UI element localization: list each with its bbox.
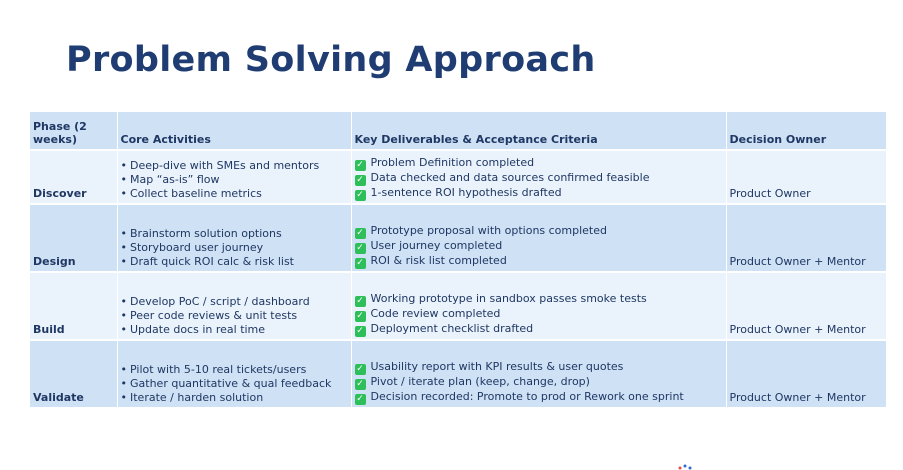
- activities-cell: • Deep-dive with SMEs and mentors • Map “a…: [117, 150, 352, 205]
- page-title: Problem Solving Approach: [66, 40, 596, 80]
- deliverables-cell: ✓ Working prototype in sandbox passes smo…: [351, 272, 727, 341]
- deliverable-item: ✓ Usability report with KPI results & use…: [354, 360, 624, 375]
- table-header-row: Phase (2 weeks) Core Activities Key Deli…: [30, 112, 887, 151]
- activity-item: • Pilot with 5-10 real tickets/users: [120, 363, 307, 376]
- deliverable-item: ✓ Working prototype in sandbox passes smo…: [354, 292, 647, 307]
- bullet-icon: •: [120, 227, 128, 240]
- activity-item: • Storyboard user journey: [120, 241, 264, 254]
- check-icon: ✓: [354, 326, 366, 337]
- check-icon: ✓: [354, 379, 366, 390]
- bullet-icon: •: [120, 377, 128, 390]
- header-key-deliverables: Key Deliverables & Acceptance Criteria: [351, 112, 727, 151]
- deliverables-cell: ✓ Usability report with KPI results & use…: [351, 340, 727, 409]
- deliverables-cell: ✓ Prototype proposal with options complet…: [351, 204, 727, 273]
- check-icon: ✓: [354, 175, 366, 186]
- deliverable-item: ✓ ROI & risk list completed: [354, 254, 507, 269]
- phase-cell: Validate: [30, 340, 118, 409]
- activity-item: • Gather quantitative & qual feedback: [120, 377, 332, 390]
- check-icon: ✓: [354, 364, 366, 375]
- check-icon: ✓: [354, 160, 366, 171]
- check-icon: ✓: [354, 394, 366, 405]
- bullet-icon: •: [120, 363, 128, 376]
- phase-cell: Discover: [30, 150, 118, 205]
- owner-cell: Product Owner + Mentor: [726, 340, 887, 409]
- owner-cell: Product Owner + Mentor: [726, 272, 887, 341]
- bullet-icon: •: [120, 309, 128, 322]
- deliverable-item: ✓ Code review completed: [354, 307, 501, 322]
- activity-item: • Develop PoC / script / dashboard: [120, 295, 310, 308]
- bullet-icon: •: [120, 241, 128, 254]
- bullet-icon: •: [120, 173, 128, 186]
- bullet-icon: •: [120, 255, 128, 268]
- phase-cell: Build: [30, 272, 118, 341]
- deliverable-item: ✓ Decision recorded: Promote to prod or R…: [354, 390, 684, 405]
- activities-cell: • Pilot with 5-10 real tickets/users • Gat…: [117, 340, 352, 409]
- deliverable-item: ✓ Pivot / iterate plan (keep, change, dro…: [354, 375, 590, 390]
- activity-item: • Brainstorm solution options: [120, 227, 282, 240]
- check-icon: ✓: [354, 311, 366, 322]
- logo-icon: [678, 464, 692, 470]
- deliverable-item: ✓ Deployment checklist drafted: [354, 322, 534, 337]
- bullet-icon: •: [120, 187, 128, 200]
- check-icon: ✓: [354, 258, 366, 269]
- deliverable-item: ✓ Data checked and data sources confirmed…: [354, 171, 650, 186]
- deliverable-item: ✓ Prototype proposal with options complet…: [354, 224, 607, 239]
- owner-cell: Product Owner: [726, 150, 887, 205]
- bullet-icon: •: [120, 295, 128, 308]
- header-decision-owner: Decision Owner: [726, 112, 887, 151]
- activity-item: • Deep-dive with SMEs and mentors: [120, 159, 320, 172]
- table-row-validate: Validate • Pilot with 5-10 real tickets/u…: [30, 340, 887, 409]
- check-icon: ✓: [354, 228, 366, 239]
- check-icon: ✓: [354, 190, 366, 201]
- table-row-build: Build • Develop PoC / script / dashboard …: [30, 272, 887, 341]
- bullet-icon: •: [120, 323, 128, 336]
- deliverable-item: ✓ 1-sentence ROI hypothesis drafted: [354, 186, 562, 201]
- activity-item: • Update docs in real time: [120, 323, 266, 336]
- bullet-icon: •: [120, 159, 128, 172]
- check-icon: ✓: [354, 243, 366, 254]
- activity-item: • Map “as-is” flow: [120, 173, 220, 186]
- table-row-design: Design • Brainstorm solution options • Sto…: [30, 204, 887, 273]
- activity-item: • Iterate / harden solution: [120, 391, 264, 404]
- header-phase: Phase (2 weeks): [30, 112, 118, 151]
- approach-table: Phase (2 weeks) Core Activities Key Deli…: [30, 112, 887, 409]
- activity-item: • Collect baseline metrics: [120, 187, 262, 200]
- check-icon: ✓: [354, 296, 366, 307]
- activity-item: • Peer code reviews & unit tests: [120, 309, 298, 322]
- activities-cell: • Brainstorm solution options • Storyboard…: [117, 204, 352, 273]
- owner-cell: Product Owner + Mentor: [726, 204, 887, 273]
- deliverable-item: ✓ User journey completed: [354, 239, 503, 254]
- table-row-discover: Discover • Deep-dive with SMEs and mentor…: [30, 150, 887, 205]
- bullet-icon: •: [120, 391, 128, 404]
- header-core-activities: Core Activities: [117, 112, 352, 151]
- activity-item: • Draft quick ROI calc & risk list: [120, 255, 295, 268]
- deliverable-item: ✓ Problem Definition completed: [354, 156, 535, 171]
- phase-cell: Design: [30, 204, 118, 273]
- deliverables-cell: ✓ Problem Definition completed ✓ Data chec…: [351, 150, 727, 205]
- activities-cell: • Develop PoC / script / dashboard • Peer …: [117, 272, 352, 341]
